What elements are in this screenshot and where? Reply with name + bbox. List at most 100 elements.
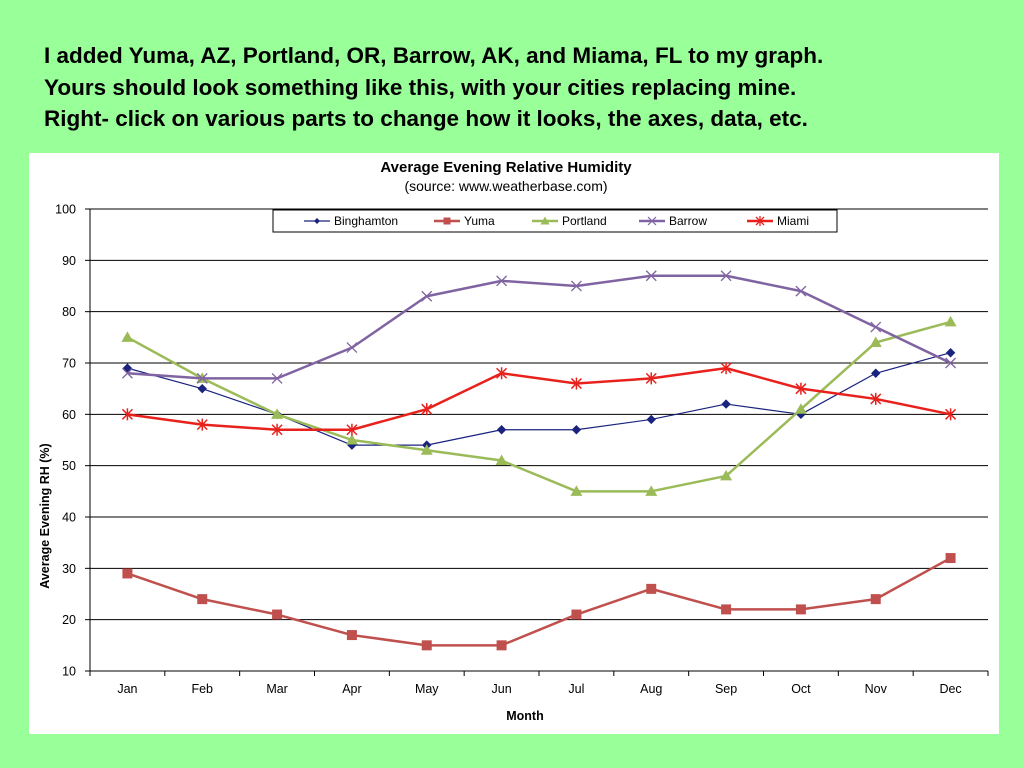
y-tick-label[interactable]: 100: [55, 203, 76, 217]
series-miami[interactable]: [121, 362, 957, 436]
portland-point[interactable]: [495, 454, 508, 466]
yuma-point[interactable]: [646, 583, 657, 594]
yuma-point[interactable]: [346, 630, 357, 641]
x-tick-label[interactable]: Mar: [266, 682, 288, 696]
yuma-point[interactable]: [197, 594, 208, 605]
miami-point[interactable]: [346, 423, 358, 436]
barrow-line[interactable]: [127, 274, 952, 380]
barrow-point[interactable]: [121, 367, 133, 379]
binghamton-point[interactable]: [197, 383, 207, 394]
line-chart[interactable]: Average Evening Relative Humidity (sourc…: [29, 153, 999, 734]
legend-item-binghamton[interactable]: Binghamton: [304, 214, 398, 228]
miami-point[interactable]: [421, 403, 433, 416]
barrow-point[interactable]: [720, 270, 732, 282]
legend-label[interactable]: Miami: [777, 214, 809, 228]
binghamton-line[interactable]: [127, 352, 951, 446]
miami-point[interactable]: [196, 418, 208, 431]
chart-area[interactable]: Average Evening Relative Humidity (sourc…: [29, 153, 999, 734]
legend-label[interactable]: Binghamton: [334, 214, 398, 228]
portland-point[interactable]: [420, 444, 433, 455]
x-tick-label[interactable]: Nov: [865, 682, 888, 696]
chart-title[interactable]: Average Evening Relative Humidity: [380, 159, 632, 176]
barrow-point[interactable]: [271, 372, 283, 384]
legend-label[interactable]: Yuma: [464, 214, 495, 228]
y-tick-label[interactable]: 70: [62, 357, 76, 371]
miami-point[interactable]: [795, 382, 807, 395]
series-yuma[interactable]: [122, 553, 956, 651]
x-axis-title[interactable]: Month: [506, 709, 543, 723]
barrow-point[interactable]: [870, 321, 882, 333]
legend-item-miami[interactable]: Miami: [747, 214, 809, 228]
y-tick-label[interactable]: 60: [62, 408, 76, 422]
axes[interactable]: 10 20 30 40 50 60 70 80 90 100 Jan Feb Mar Apr May Jun J…: [55, 203, 989, 697]
yuma-point[interactable]: [122, 568, 133, 579]
x-tick-label[interactable]: Aug: [640, 682, 662, 696]
x-tick-label[interactable]: Sep: [715, 682, 737, 696]
barrow-point[interactable]: [795, 285, 807, 297]
barrow-point[interactable]: [421, 290, 433, 302]
legend-label[interactable]: Barrow: [669, 214, 707, 228]
miami-point[interactable]: [720, 362, 732, 375]
portland-point[interactable]: [794, 403, 807, 414]
x-tick-label[interactable]: Jan: [117, 682, 137, 696]
x-tick-label[interactable]: Oct: [791, 682, 811, 696]
miami-point[interactable]: [570, 377, 582, 390]
binghamton-point[interactable]: [571, 425, 582, 435]
yuma-point[interactable]: [421, 640, 432, 651]
yuma-point[interactable]: [571, 609, 582, 620]
legend-item-barrow[interactable]: Barrow: [639, 214, 707, 228]
yuma-line[interactable]: [127, 556, 952, 647]
series-group[interactable]: [121, 270, 957, 651]
portland-point[interactable]: [944, 315, 957, 327]
portland-point[interactable]: [121, 331, 134, 342]
y-tick-label[interactable]: 80: [62, 305, 76, 319]
x-tick-label[interactable]: Jun: [492, 682, 512, 696]
legend-item-yuma[interactable]: Yuma: [434, 214, 495, 228]
miami-point[interactable]: [945, 408, 957, 421]
portland-point[interactable]: [869, 336, 882, 347]
binghamton-point[interactable]: [496, 425, 507, 435]
legend-label[interactable]: Portland: [562, 214, 607, 228]
portland-point[interactable]: [345, 434, 358, 445]
barrow-point[interactable]: [496, 275, 508, 287]
portland-point[interactable]: [645, 485, 658, 496]
miami-line[interactable]: [127, 366, 951, 431]
binghamton-point[interactable]: [945, 348, 956, 358]
miami-point[interactable]: [870, 392, 882, 405]
yuma-point[interactable]: [945, 553, 956, 564]
barrow-point[interactable]: [346, 342, 358, 354]
y-tick-label[interactable]: 90: [62, 254, 76, 268]
binghamton-point[interactable]: [871, 368, 881, 378]
x-tick-label[interactable]: May: [415, 682, 439, 696]
yuma-point[interactable]: [870, 594, 881, 605]
portland-line[interactable]: [126, 320, 951, 493]
portland-point[interactable]: [570, 485, 583, 496]
yuma-point[interactable]: [795, 604, 806, 615]
legend[interactable]: Binghamton Yuma Portland Barrow Miami: [272, 209, 838, 233]
yuma-point[interactable]: [721, 604, 732, 615]
barrow-point[interactable]: [645, 270, 657, 282]
miami-point[interactable]: [645, 372, 657, 385]
x-tick-label[interactable]: Feb: [191, 682, 213, 696]
miami-point[interactable]: [496, 367, 508, 380]
binghamton-point[interactable]: [646, 414, 656, 425]
x-tick-label[interactable]: Apr: [342, 682, 361, 696]
yuma-point[interactable]: [496, 640, 507, 651]
yuma-point[interactable]: [272, 609, 283, 620]
y-tick-label[interactable]: 30: [62, 562, 76, 576]
barrow-point[interactable]: [570, 280, 582, 292]
series-portland[interactable]: [121, 315, 957, 496]
barrow-point[interactable]: [196, 372, 208, 384]
y-axis-title[interactable]: Average Evening RH (%): [38, 443, 52, 588]
portland-point[interactable]: [271, 408, 284, 419]
miami-point[interactable]: [121, 408, 133, 421]
y-tick-label[interactable]: 10: [62, 665, 76, 679]
y-tick-label[interactable]: 50: [62, 459, 76, 473]
x-tick-label[interactable]: Jul: [568, 682, 584, 696]
y-tick-label[interactable]: 20: [62, 613, 76, 627]
series-barrow[interactable]: [121, 270, 957, 384]
y-tick-label[interactable]: 40: [62, 511, 76, 525]
binghamton-point[interactable]: [122, 363, 133, 373]
legend-item-portland[interactable]: Portland: [532, 214, 607, 228]
barrow-point[interactable]: [945, 357, 957, 369]
